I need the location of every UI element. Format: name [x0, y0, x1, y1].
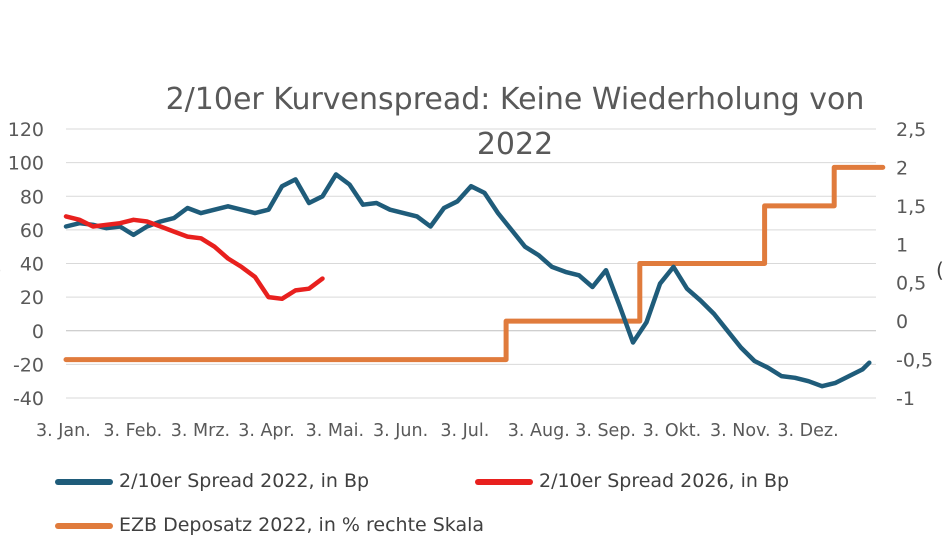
x-tick-label: 3. Dez. — [777, 421, 838, 441]
y-right-tick-label: 0,5 — [896, 273, 926, 295]
x-axis-ticks: 3. Jan. 3. Feb. 3. Mrz. 3. Apr. 3. Mai. 3. Ju… — [36, 421, 839, 441]
y-left-tick-label: 120 — [8, 119, 44, 141]
series-lines — [63, 164, 886, 389]
x-tick-label: 3. Mai. — [306, 421, 365, 441]
x-tick-label: 3. Apr. — [238, 421, 295, 441]
series-line-2 — [63, 164, 886, 363]
gridlines — [66, 128, 876, 399]
legend-swatch-blue — [55, 478, 113, 485]
x-tick-label: 3. Jan. — [36, 421, 91, 441]
legend-label: EZB Deposatz 2022, in % rechte Skala — [119, 514, 485, 536]
x-tick-label: 3. Aug. — [508, 421, 570, 441]
y-right-tick-label: 1 — [896, 234, 908, 256]
legend-swatch-orange — [55, 522, 113, 529]
left-edge-mark: ) — [0, 258, 2, 282]
legend-swatch-red — [475, 478, 533, 485]
right-y-axis-ticks: -1 -0,5 0 0,5 1 1,5 2 2,5 — [896, 119, 933, 410]
y-right-tick-label: -0,5 — [896, 350, 933, 372]
legend-item-spread-2022: 2/10er Spread 2022, in Bp — [55, 470, 369, 492]
left-y-axis-ticks: -40 -20 0 20 40 60 80 100 120 — [8, 119, 44, 410]
y-left-tick-label: -40 — [13, 388, 44, 410]
chart-title-line2: 2022 — [476, 127, 554, 162]
x-tick-label: 3. Feb. — [103, 421, 162, 441]
y-right-tick-label: 1,5 — [896, 196, 926, 218]
y-left-tick-label: 40 — [20, 254, 44, 276]
y-left-tick-label: 20 — [20, 287, 44, 309]
y-right-tick-label: 2,5 — [896, 119, 926, 141]
x-tick-label: 3. Jun. — [373, 421, 428, 441]
right-edge-mark: ( — [936, 258, 944, 282]
y-right-tick-label: 0 — [896, 311, 908, 333]
x-tick-label: 3. Okt. — [643, 421, 702, 441]
y-left-tick-label: 0 — [32, 321, 44, 343]
legend-label: 2/10er Spread 2022, in Bp — [119, 470, 370, 492]
legend-item-spread-2026: 2/10er Spread 2026, in Bp — [475, 470, 789, 492]
series-line-0 — [63, 172, 872, 389]
y-right-tick-label: 2 — [896, 157, 908, 179]
chart-title-line1: 2/10er Kurvenspread: Keine Wiederholung … — [165, 82, 865, 117]
y-left-tick-label: 60 — [20, 220, 44, 242]
x-tick-label: 3. Mrz. — [171, 421, 230, 441]
x-tick-label: 3. Sep. — [575, 421, 636, 441]
legend-item-ezb-rate: EZB Deposatz 2022, in % rechte Skala — [55, 514, 484, 536]
y-left-tick-label: 100 — [8, 153, 44, 175]
y-left-tick-label: 80 — [20, 186, 44, 208]
y-right-tick-label: -1 — [896, 388, 915, 410]
series-line-1 — [63, 214, 325, 302]
x-tick-label: 3. Nov. — [710, 421, 771, 441]
x-tick-label: 3. Jul. — [440, 421, 489, 441]
y-left-tick-label: -20 — [13, 354, 44, 376]
legend-label: 2/10er Spread 2026, in Bp — [539, 470, 790, 492]
